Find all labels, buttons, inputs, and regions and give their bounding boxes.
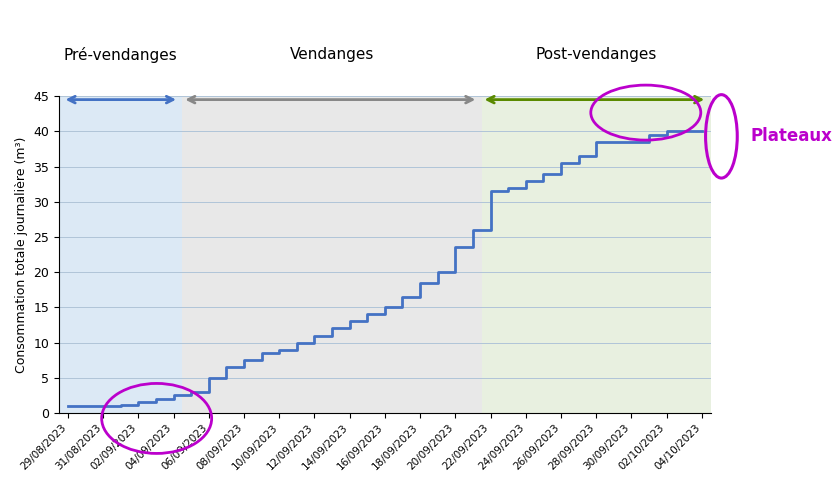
Text: Pré-vendanges: Pré-vendanges (64, 47, 178, 63)
Bar (482, 96, 711, 413)
Text: Post-vendanges: Post-vendanges (535, 47, 657, 62)
Bar (59, 96, 183, 413)
Text: Plateaux: Plateaux (751, 128, 832, 145)
Y-axis label: Consommation totale journalière (m³): Consommation totale journalière (m³) (15, 136, 28, 373)
Text: Vendanges: Vendanges (290, 47, 374, 62)
Bar (183, 96, 482, 413)
